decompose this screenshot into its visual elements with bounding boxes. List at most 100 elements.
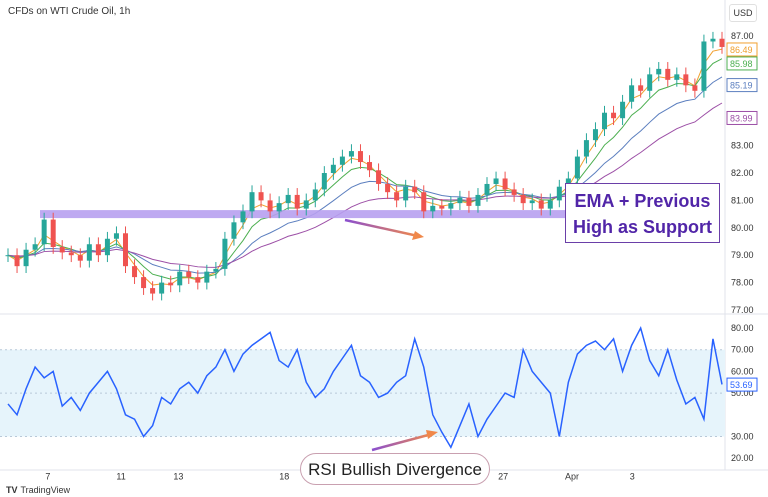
candle	[357, 151, 363, 163]
rsi-arrow	[371, 432, 433, 452]
rsi-value-box	[726, 377, 758, 392]
price-tick-label: 81.00	[731, 195, 754, 205]
candle	[683, 74, 689, 86]
candle	[294, 194, 300, 209]
candle	[249, 192, 255, 212]
candle	[213, 268, 219, 272]
price-tick-label: 77.00	[731, 305, 754, 315]
candle	[141, 277, 147, 289]
candle	[403, 186, 409, 201]
time-tick-label: 18	[279, 471, 289, 481]
candle	[448, 203, 454, 209]
candle	[484, 183, 490, 195]
candle	[629, 85, 635, 102]
candle	[122, 233, 128, 267]
candle	[41, 219, 47, 245]
candle	[520, 194, 526, 204]
candle	[592, 129, 598, 141]
candle	[104, 238, 110, 256]
candle	[719, 38, 725, 47]
candle	[602, 112, 608, 130]
candle	[547, 200, 553, 209]
candle	[583, 140, 589, 157]
time-tick-label: 11	[116, 471, 125, 481]
candle	[565, 178, 571, 187]
candle	[502, 178, 508, 190]
price-arrowhead-icon	[412, 231, 424, 240]
rsi-tick-label: 60.00	[731, 366, 754, 376]
rsi-tick-label: 80.00	[731, 323, 754, 333]
candle	[529, 200, 535, 204]
candle	[285, 194, 291, 204]
candle	[267, 200, 273, 212]
support-band	[40, 210, 565, 219]
candle	[421, 192, 427, 212]
candle	[240, 211, 246, 223]
tradingview-logo-icon: TV	[6, 485, 18, 495]
candle	[195, 277, 201, 283]
candle	[168, 282, 174, 286]
rsi-arrowhead-icon	[426, 430, 438, 439]
candle	[204, 271, 210, 283]
price-tick-label: 87.00	[731, 31, 754, 41]
candle	[86, 244, 92, 261]
candle	[68, 252, 74, 256]
time-tick-label: Apr	[565, 471, 579, 481]
candle	[692, 85, 698, 91]
time-tick-label: 3	[630, 471, 635, 481]
candle	[258, 192, 264, 201]
candle	[376, 170, 382, 184]
candle	[348, 151, 354, 157]
candle	[710, 38, 716, 42]
rsi-tick-label: 20.00	[731, 453, 754, 463]
candle	[665, 68, 671, 80]
candle	[611, 112, 617, 119]
tradingview-logo[interactable]: TV TradingView	[6, 485, 70, 495]
candle	[538, 200, 544, 209]
ema-price-label: 85.98	[730, 59, 753, 69]
support-annotation-line1: EMA + Previous	[574, 191, 711, 211]
candle	[574, 156, 580, 179]
candle	[701, 41, 707, 91]
candle	[159, 282, 165, 294]
candle	[5, 255, 11, 257]
ema-price-label: 86.49	[730, 45, 753, 55]
rsi-tick-label: 70.00	[731, 345, 754, 355]
candle	[132, 266, 138, 278]
candle	[556, 186, 562, 201]
candle	[32, 244, 38, 250]
currency-button[interactable]: USD	[729, 4, 757, 22]
candle	[14, 255, 20, 267]
price-tick-label: 78.00	[731, 278, 754, 288]
rsi-divergence-label: RSI Bullish Divergence	[300, 453, 490, 485]
ema-price-label-box	[726, 42, 758, 57]
price-tick-label: 83.00	[731, 141, 754, 151]
candle	[430, 205, 436, 212]
ema-line-2	[7, 58, 723, 280]
candle	[50, 219, 56, 247]
candle	[222, 238, 228, 269]
support-annotation: EMA + Previous High as Support	[565, 183, 720, 243]
candle	[385, 183, 391, 193]
candle	[656, 68, 662, 75]
candle	[95, 244, 101, 256]
candle	[511, 189, 517, 195]
candle	[339, 156, 345, 165]
candle	[312, 189, 318, 201]
support-annotation-line2: High as Support	[573, 217, 712, 237]
candle	[59, 246, 65, 253]
candle	[493, 178, 499, 184]
time-tick-label: 27	[498, 471, 508, 481]
candle	[231, 222, 237, 239]
chart-title: CFDs on WTI Crude Oil, 1h	[8, 6, 131, 17]
candle	[150, 288, 156, 294]
price-tick-label: 82.00	[731, 168, 754, 178]
candle	[475, 194, 481, 206]
candle	[177, 271, 183, 286]
candle	[394, 192, 400, 201]
candle	[367, 162, 373, 171]
candle	[113, 233, 119, 239]
time-tick-label: 7	[45, 471, 50, 481]
